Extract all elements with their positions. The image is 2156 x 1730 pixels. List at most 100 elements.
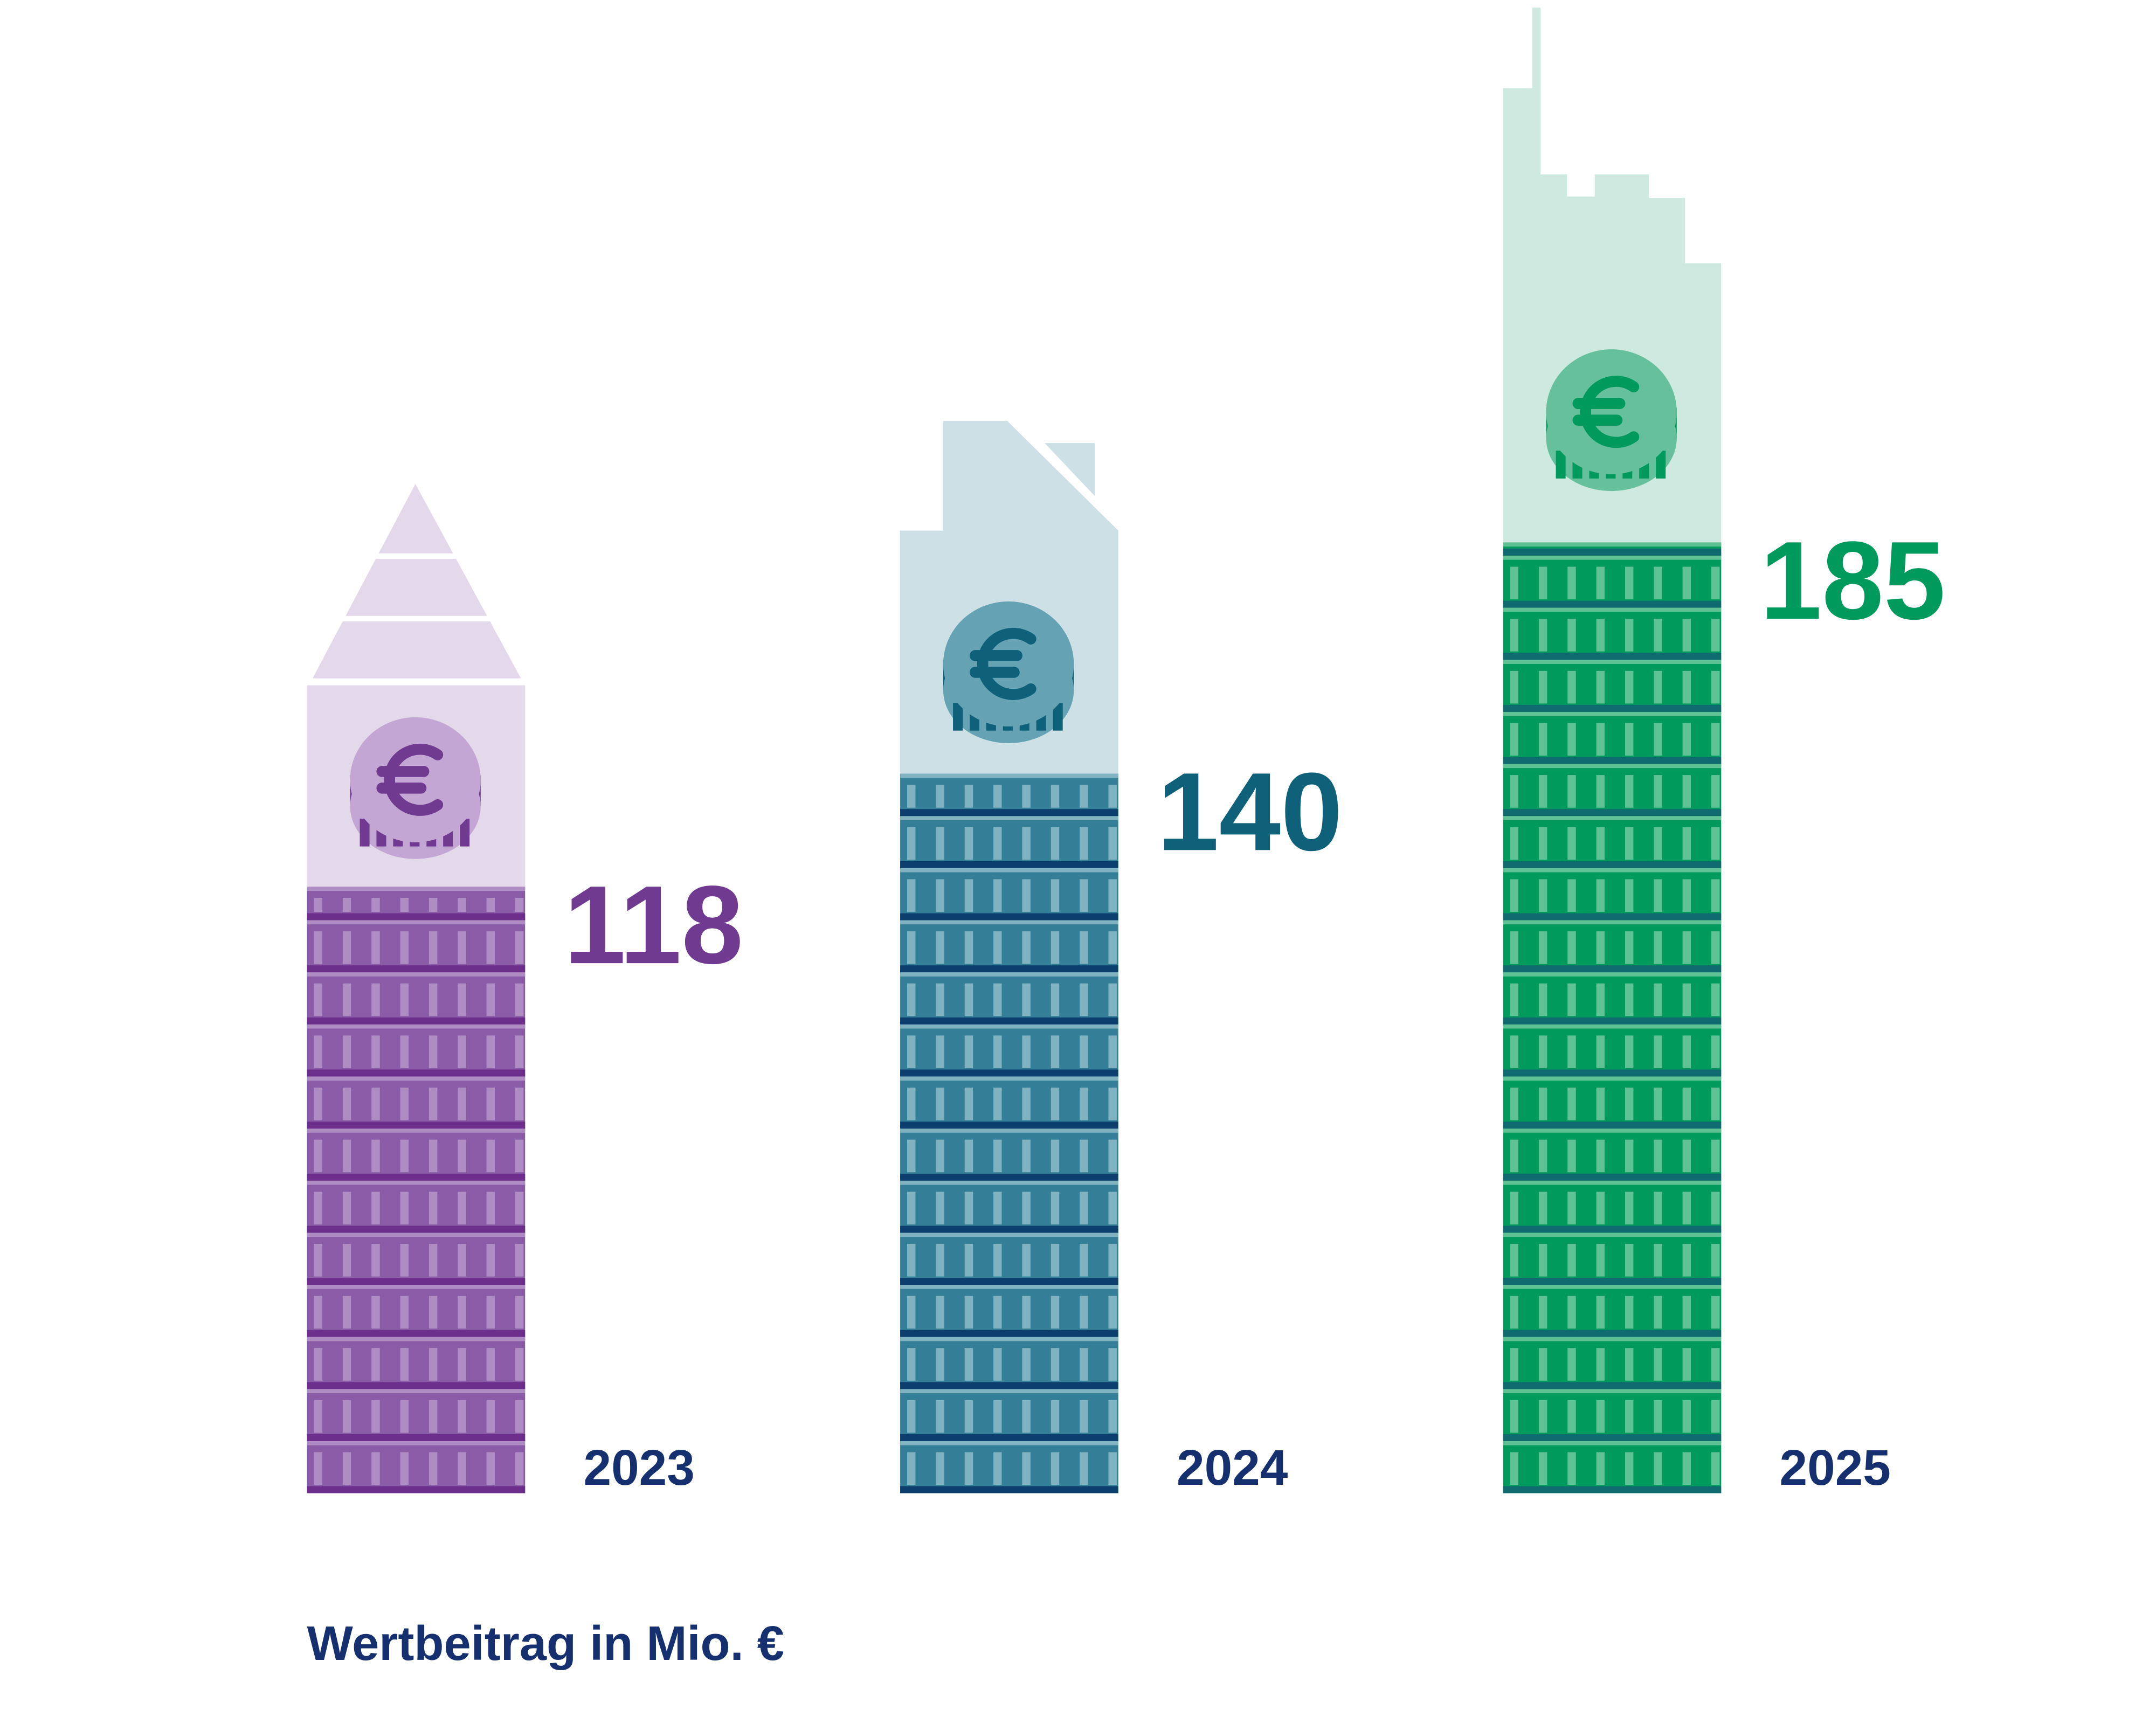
coin-stripe: [371, 897, 380, 912]
row-highlight: [1503, 1180, 1722, 1185]
coin-stripe: [993, 931, 1002, 964]
coin-stripe: [1625, 983, 1634, 1016]
coin-stripe: [458, 1088, 466, 1120]
row-line: [1503, 861, 1722, 868]
coin-stripe: [1051, 785, 1060, 808]
coin-stripe: [486, 1192, 495, 1224]
row-line: [1503, 1382, 1722, 1389]
coin-stripe: [1510, 723, 1518, 756]
coin-stripe: [400, 1139, 409, 1173]
row-line: [900, 861, 1118, 868]
coin-stripe: [1682, 566, 1691, 600]
coin-stripe: [1654, 619, 1662, 652]
coin-stripe: [907, 983, 916, 1016]
coin-stripe: [1022, 1400, 1031, 1433]
coin-stripe: [1080, 1139, 1088, 1173]
row-line: [307, 1226, 526, 1233]
coin-stripe: [1108, 1243, 1117, 1277]
coin-stripe: [458, 1243, 466, 1277]
coin-stripe: [458, 983, 466, 1016]
coin-stripe: [993, 1139, 1002, 1173]
row-highlight: [900, 1180, 1118, 1185]
coin-stripe: [1654, 723, 1662, 756]
coin-stripe: [1596, 619, 1605, 652]
coin-stripe: [1654, 670, 1662, 704]
coin-stripe: [1711, 619, 1720, 652]
coin-stripe: [1596, 723, 1605, 756]
coin-stripe: [371, 1088, 380, 1120]
coin-stripe: [486, 1400, 495, 1433]
row-line: [1503, 1226, 1722, 1233]
coin-stripe: [1538, 1452, 1547, 1485]
coin-rib: [953, 703, 963, 731]
coin-stripe: [1051, 1243, 1060, 1277]
coin-stripe: [1596, 1192, 1605, 1224]
row-highlight: [900, 1389, 1118, 1394]
coin-face: [1546, 349, 1677, 475]
coin-stripe: [1108, 983, 1117, 1016]
coin-stripe: [1654, 1296, 1662, 1329]
coin-stripe: [314, 1243, 322, 1277]
coin-stripe: [1654, 1192, 1662, 1224]
coin-stripe: [1538, 1243, 1547, 1277]
coin-stripe: [936, 1400, 944, 1433]
coin-stripe: [993, 1452, 1002, 1485]
row-highlight: [900, 972, 1118, 977]
row-line: [1503, 1017, 1722, 1025]
row-line: [307, 1017, 526, 1025]
coin-stripe: [342, 1452, 351, 1485]
coin-stripe: [1654, 1452, 1662, 1485]
coin-stripe: [371, 1243, 380, 1277]
coin-stripe: [1538, 1296, 1547, 1329]
coin-stripe: [964, 1035, 973, 1068]
building-top-piece: [1045, 443, 1095, 496]
coin-stripe: [314, 897, 322, 912]
coin-stripe: [400, 983, 409, 1016]
coin-stripe: [1022, 1139, 1031, 1173]
coin-stripe: [429, 1400, 438, 1433]
coin-stripe: [1510, 1192, 1518, 1224]
row-highlight: [1503, 920, 1722, 925]
coin-stripe: [936, 785, 944, 808]
row-highlight: [307, 1233, 526, 1237]
row-highlight: [1503, 542, 1722, 547]
coin-stripe: [1654, 1243, 1662, 1277]
coin-stripe: [515, 983, 524, 1016]
coin-stripe: [964, 879, 973, 912]
coin-stripe: [1080, 1243, 1088, 1277]
coin-stripe: [1711, 775, 1720, 808]
coin-stripe: [964, 1452, 973, 1485]
x-tick-label: 2024: [1177, 1440, 1288, 1496]
coin-stripe: [1567, 931, 1576, 964]
coin-stripe: [400, 897, 409, 912]
coin-stripe: [1022, 1348, 1031, 1381]
row-highlight: [900, 1284, 1118, 1289]
coin-stripe: [1051, 827, 1060, 860]
row-highlight: [1503, 764, 1722, 769]
coin-stripe: [1625, 723, 1634, 756]
coin-stripe: [936, 1088, 944, 1120]
coin-stripe: [993, 1192, 1002, 1224]
row-highlight: [307, 1441, 526, 1445]
coin-stripe: [1538, 1088, 1547, 1120]
row-line: [1503, 1122, 1722, 1129]
coin-stripe: [1596, 1243, 1605, 1277]
coin-stripe: [1625, 931, 1634, 964]
row-line: [307, 1330, 526, 1337]
value-label: 185: [1760, 518, 1945, 642]
coin-stripe: [936, 1348, 944, 1381]
coin-stripe: [1510, 619, 1518, 652]
coin-rib: [1656, 451, 1666, 479]
coin-stripe: [515, 1296, 524, 1329]
coin-stripe: [1022, 1296, 1031, 1329]
coin-stripe: [1510, 931, 1518, 964]
row-line: [900, 1278, 1118, 1285]
coin-stripe: [371, 1035, 380, 1068]
coin-stripe: [1654, 1139, 1662, 1173]
coin-stripe: [1538, 1035, 1547, 1068]
coin-stripe: [1567, 983, 1576, 1016]
coin-stripe: [1051, 1452, 1060, 1485]
coin-stripe: [1596, 1400, 1605, 1433]
coin-stripe: [1022, 879, 1031, 912]
coin-stripe: [1682, 931, 1691, 964]
